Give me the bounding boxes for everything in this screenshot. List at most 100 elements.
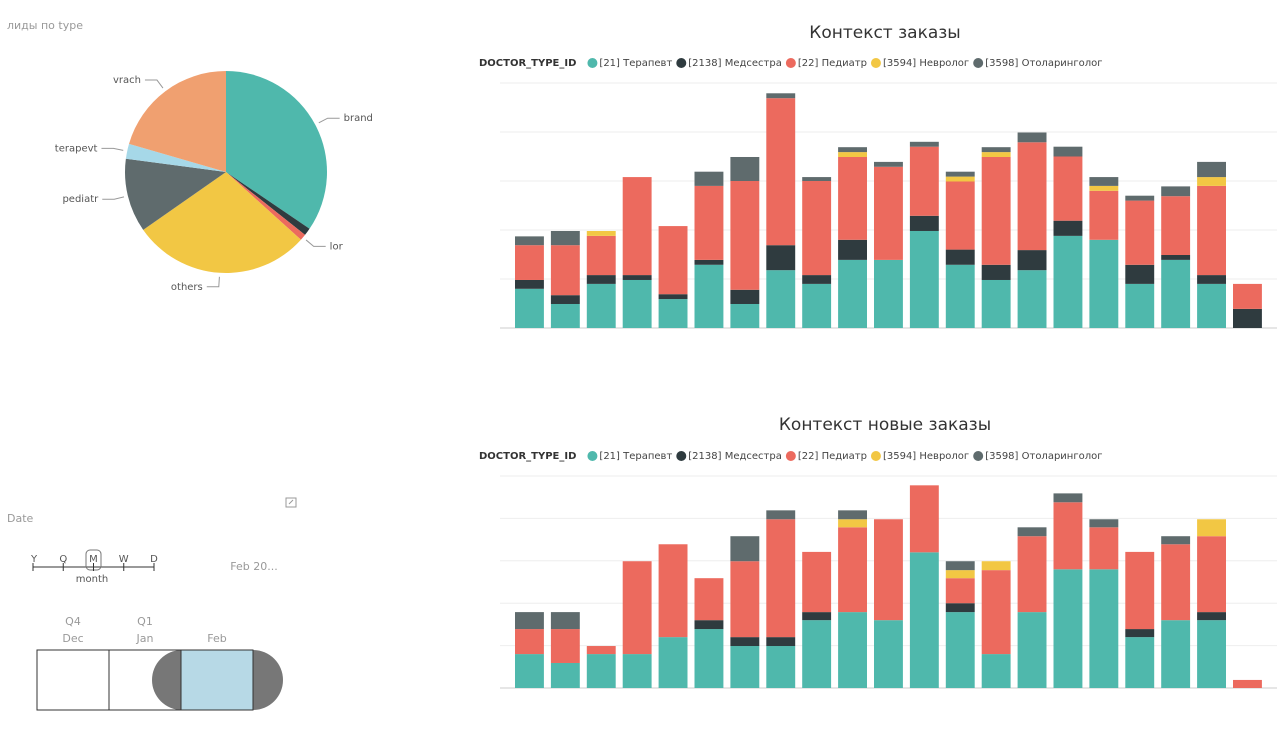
bar-segment (874, 161, 903, 167)
date-slicer: Date month Feb 20... (7, 497, 297, 711)
bar-segment (838, 152, 867, 157)
bar-segment (1017, 527, 1047, 537)
legend-label: [2138] Медсестра (688, 451, 782, 462)
pie-title: лиды по type (7, 19, 83, 32)
bar-segment (909, 552, 939, 688)
pie-slice (129, 71, 226, 172)
bar-segment (1017, 250, 1047, 271)
bar-segment (802, 177, 832, 181)
level-label: Y (30, 554, 38, 565)
bar-segment (730, 637, 760, 647)
bar-segment (766, 637, 796, 647)
bar-segment (874, 519, 903, 621)
legend-label: [2138] Медсестра (688, 58, 782, 69)
bar-segment (694, 259, 724, 265)
bar-segment (1089, 239, 1119, 328)
legend-label: [21] Терапевт (599, 451, 672, 462)
legend-swatch (785, 58, 796, 68)
chart-title: Контекст заказы (809, 23, 960, 43)
bar-segment (730, 289, 760, 304)
expand-icon[interactable] (285, 497, 297, 508)
bar-segment (945, 612, 975, 688)
bar-segment (945, 171, 975, 177)
bar-segment (838, 510, 867, 520)
bar-segment (909, 146, 939, 216)
bar-segment (1053, 569, 1083, 688)
bar-segment (1089, 519, 1119, 528)
bar-segment (694, 264, 724, 328)
bar-segment (694, 185, 724, 260)
bar-segment (515, 245, 544, 280)
bar-segment (909, 215, 939, 231)
bar-segment (658, 299, 688, 328)
bar-segment (981, 264, 1011, 280)
bar-segment (1089, 190, 1119, 240)
bar-segment (515, 288, 544, 328)
bar-segment (1161, 259, 1191, 328)
bar-segment (586, 230, 616, 236)
legend-swatch (587, 58, 598, 68)
legend-swatch (973, 58, 984, 68)
bar-segment (874, 620, 903, 688)
bar-segment (945, 181, 975, 250)
bar-segment (1089, 527, 1119, 570)
month-label: Jan (136, 632, 154, 645)
leader-line (102, 196, 125, 200)
legend-swatch (870, 58, 881, 68)
bar-segment (550, 295, 580, 304)
quarter-label: Q4 (65, 615, 81, 628)
legend-label: [22] Педиатр (798, 451, 867, 462)
bar-segment (694, 171, 724, 186)
legend-label: [3598] Отоларинголог (985, 451, 1102, 462)
chart-title: Контекст новые заказы (779, 415, 991, 435)
bar-segment (1125, 195, 1155, 201)
bar-segment (1197, 536, 1226, 613)
bar-segment (658, 544, 688, 638)
bar-segment (622, 654, 652, 688)
bar-segment (802, 620, 832, 688)
bar-segment (694, 578, 724, 621)
bar-segment (515, 629, 544, 655)
bar-segment (838, 239, 867, 260)
legend-swatch (676, 451, 687, 461)
bar-segment (550, 230, 580, 246)
bar-segment (909, 485, 939, 553)
level-label: W (119, 554, 129, 565)
bar-segment (981, 152, 1011, 157)
legend-swatch (587, 451, 598, 461)
month-label: Feb (207, 632, 226, 645)
bar-segment (550, 612, 580, 630)
bar-segment (1197, 612, 1226, 621)
bar-segment (766, 510, 796, 520)
bar-segment (1089, 177, 1119, 186)
bar-segment (1161, 196, 1191, 255)
legend-title: DOCTOR_TYPE_ID (479, 451, 576, 462)
bar-segment (586, 654, 616, 688)
pie-slice (143, 172, 301, 273)
bar-segment (1053, 502, 1083, 570)
bar-segment (802, 612, 832, 621)
bar-segment (945, 176, 975, 182)
slicer-title: Date (7, 512, 34, 525)
bar-segment (981, 561, 1011, 571)
bar-segment (694, 620, 724, 630)
bar-segment (802, 283, 832, 328)
leader-line (318, 117, 340, 124)
bar-segment (1161, 536, 1191, 545)
bar-segment (515, 612, 544, 630)
bar-segment (550, 245, 580, 296)
period-cell[interactable] (180, 649, 254, 711)
bar-segment (802, 181, 832, 276)
period-cell[interactable] (36, 649, 110, 711)
bar-segment (550, 662, 580, 688)
bar-segment (586, 283, 616, 328)
legend-label: [3598] Отоларинголог (985, 58, 1102, 69)
bar-segment (1053, 220, 1083, 236)
bar-segment (1125, 283, 1155, 328)
bar-segment (1089, 569, 1119, 688)
legend-swatch (973, 451, 984, 461)
bar-segment (909, 141, 939, 147)
bar-segment (1161, 620, 1191, 688)
pie-slice (226, 172, 310, 235)
